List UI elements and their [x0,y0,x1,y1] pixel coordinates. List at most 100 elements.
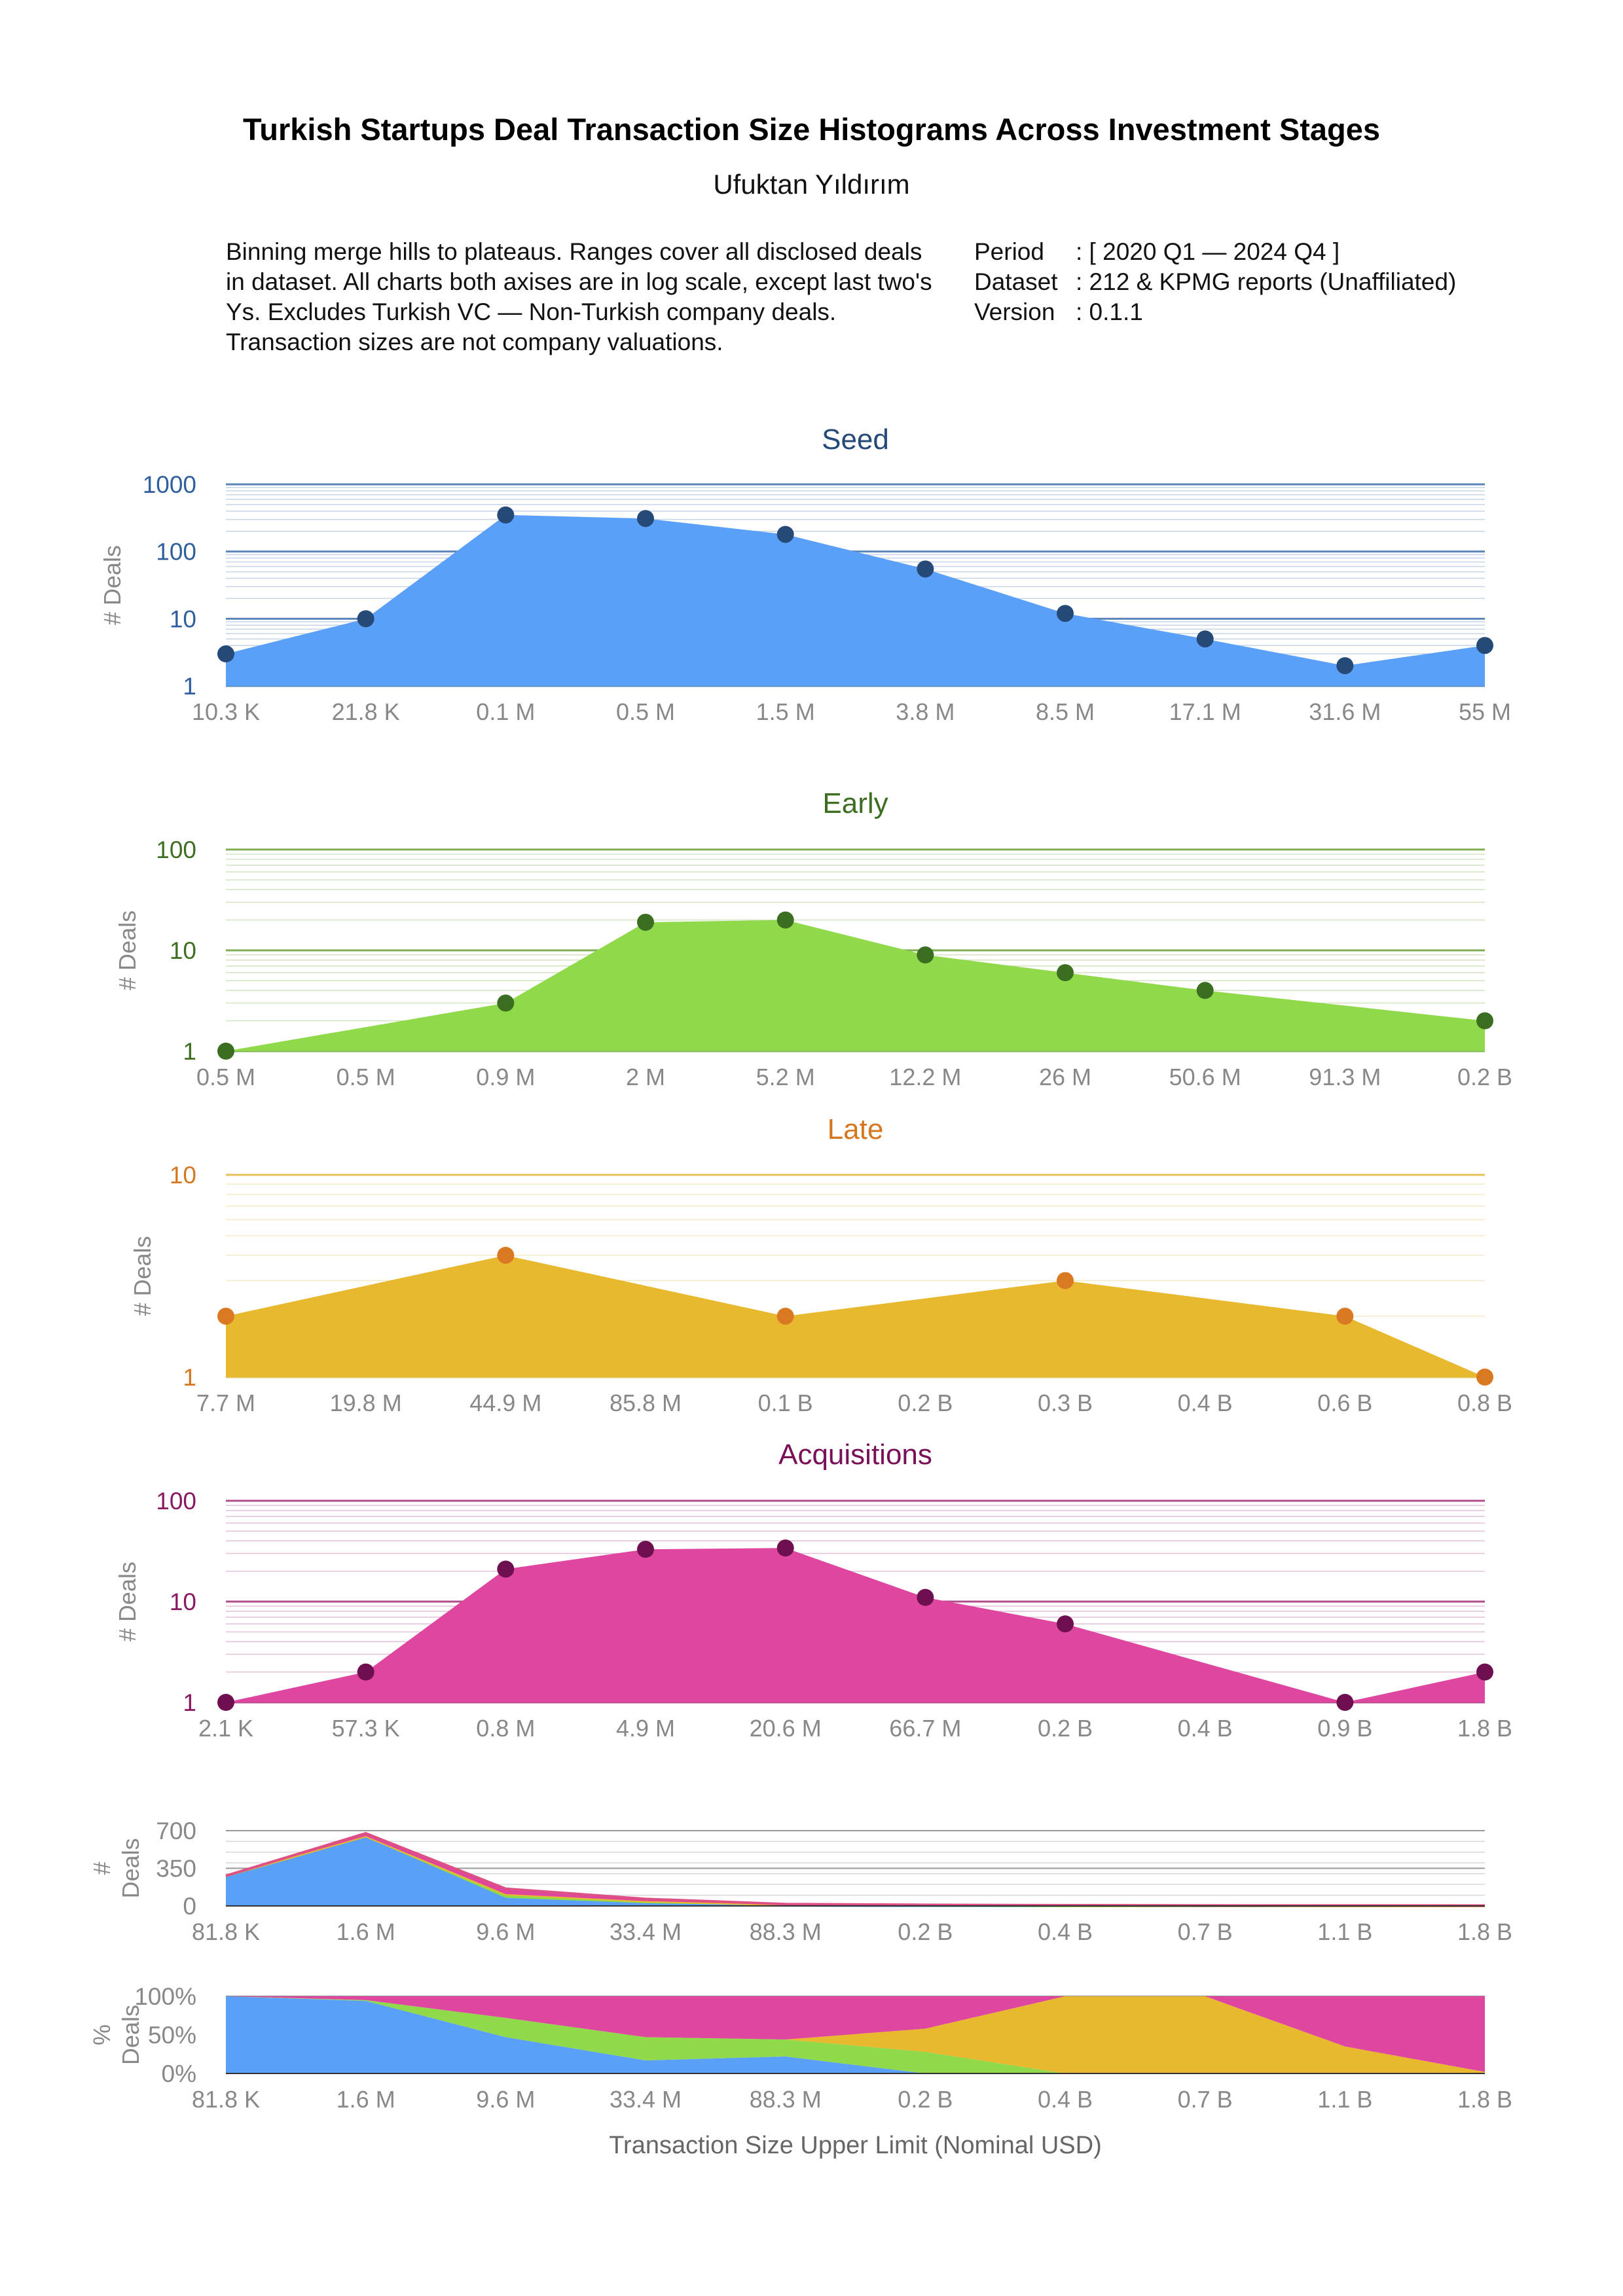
x-tick-label: 0.8 M [476,1715,535,1742]
data-point [776,911,794,929]
author: Ufuktan Yıldırım [713,169,910,200]
x-tick-label: 19.8 M [330,1390,402,1416]
x-tick-label: 50.6 M [1169,1064,1241,1090]
x-tick-label: 0.9 M [476,1064,535,1090]
data-point [217,1043,234,1060]
data-point [776,1307,794,1325]
y-tick-label: 10 [170,605,196,632]
data-point [357,1663,374,1681]
data-point [917,560,934,578]
data-point [1336,1694,1354,1711]
meta-value: : 212 & KPMG reports (Unaffiliated) [1076,268,1457,295]
x-tick-label: 0.4 B [1038,2086,1093,2113]
area-series [226,514,1485,686]
y-tick-label: 100 [156,836,196,863]
panel-title: Early [822,787,888,819]
meta-row-version: Version : 0.1.1 [974,297,1563,327]
y-axis-label-line: # [88,1861,115,1874]
panel-title: Late [828,1113,884,1145]
x-tick-label: 0.8 B [1457,1390,1512,1416]
data-point [637,914,654,931]
x-tick-label: 66.7 M [889,1715,961,1742]
y-axis-label-text: # Deals [114,1562,141,1641]
x-tick-label: 31.6 M [1309,698,1381,725]
x-tick-label: 5.2 M [756,1064,815,1090]
data-point [497,506,515,524]
y-tick-label: 1 [183,1364,196,1391]
x-tick-label: 4.9 M [616,1715,675,1742]
area-series [226,1255,1485,1377]
data-point [1476,1663,1493,1681]
x-tick-label: 0.1 B [758,1390,813,1416]
stacked-area-early [226,1996,1485,2073]
meta-row-dataset: Dataset : 212 & KPMG reports (Unaffiliat… [974,267,1563,297]
data-point [1057,964,1074,982]
y-tick-label: 700 [156,1818,196,1844]
x-tick-label: 33.4 M [610,2086,682,2113]
data-point [217,1694,234,1711]
data-point [637,1541,654,1558]
data-point [776,526,794,543]
stacked-area-acquisitions [226,1996,1485,2072]
data-point [1336,657,1354,675]
y-tick-label: 10 [170,937,196,964]
y-axis-label-line: Deals [117,2005,144,2065]
x-tick-label: 1.8 B [1457,2086,1512,2113]
data-point [497,1560,515,1578]
x-tick-label: 7.7 M [196,1390,255,1416]
x-tick-label: 26 M [1039,1064,1091,1090]
data-point [637,510,654,528]
data-point [217,645,234,663]
x-tick-label: 33.4 M [610,1918,682,1945]
y-tick-label: 0% [162,2060,196,2087]
y-axis-label-text: # Deals [129,1236,156,1316]
y-tick-label: 350 [156,1856,196,1882]
x-tick-label: 0.2 B [1038,1715,1093,1742]
meta-value: : 0.1.1 [1076,298,1143,325]
x-tick-label: 0.2 B [898,1918,953,1945]
x-tick-label: 1.5 M [756,698,815,725]
x-tick-label: 1.6 M [337,2086,395,2113]
x-tick-label: 0.5 M [616,698,675,725]
y-axis-label-line: % [88,2024,115,2045]
x-tick-label: 0.3 B [1038,1390,1093,1416]
meta-key: Period [974,238,1044,265]
stacked-area-seed [226,1996,1485,2073]
x-tick-label: 9.6 M [476,1918,535,1945]
y-tick-label: 10 [170,1588,196,1615]
y-tick-label: 10 [170,1162,196,1189]
y-tick-label: 1000 [143,471,196,498]
x-tick-label: 12.2 M [889,1064,961,1090]
panel-title: Seed [822,423,889,456]
x-tick-label: 1.8 B [1457,1715,1512,1742]
x-tick-label: 17.1 M [1169,698,1241,725]
x-tick-label: 0.4 B [1038,1918,1093,1945]
x-tick-label: 0.2 B [898,2086,953,2113]
data-point [1196,630,1214,648]
x-tick-label: 0.2 B [1457,1064,1512,1090]
x-tick-label: 0.5 M [337,1064,395,1090]
x-tick-label: 0.7 B [1178,2086,1233,2113]
x-tick-label: 85.8 M [610,1390,682,1416]
y-axis-label: # Deals [88,1838,144,1898]
data-point [776,1539,794,1557]
x-tick-label: 81.8 K [192,1918,260,1945]
x-tick-label: 9.6 M [476,2086,535,2113]
x-tick-label: 0.2 B [898,1390,953,1416]
x-tick-label: 0.4 B [1178,1390,1233,1416]
y-axis-label-line: Deals [117,1838,144,1898]
meta-row-period: Period : [ 2020 Q1 — 2024 Q4 ] [974,237,1563,267]
area-series [226,1548,1485,1702]
x-tick-label: 0.9 B [1317,1715,1372,1742]
meta-value: : [ 2020 Q1 — 2024 Q4 ] [1076,238,1340,265]
y-axis-label: # Deals [99,545,126,625]
x-tick-label: 0.4 B [1178,1715,1233,1742]
y-tick-label: 0 [183,1893,196,1920]
x-tick-label: 20.6 M [750,1715,822,1742]
y-tick-label: 1 [183,1038,196,1065]
data-point [917,946,934,964]
y-axis-label-text: # Deals [114,910,141,990]
y-axis-label: # Deals [129,1236,156,1316]
x-tick-label: 2 M [626,1064,665,1090]
metadata-block: Period : [ 2020 Q1 — 2024 Q4 ] Dataset :… [974,237,1563,327]
